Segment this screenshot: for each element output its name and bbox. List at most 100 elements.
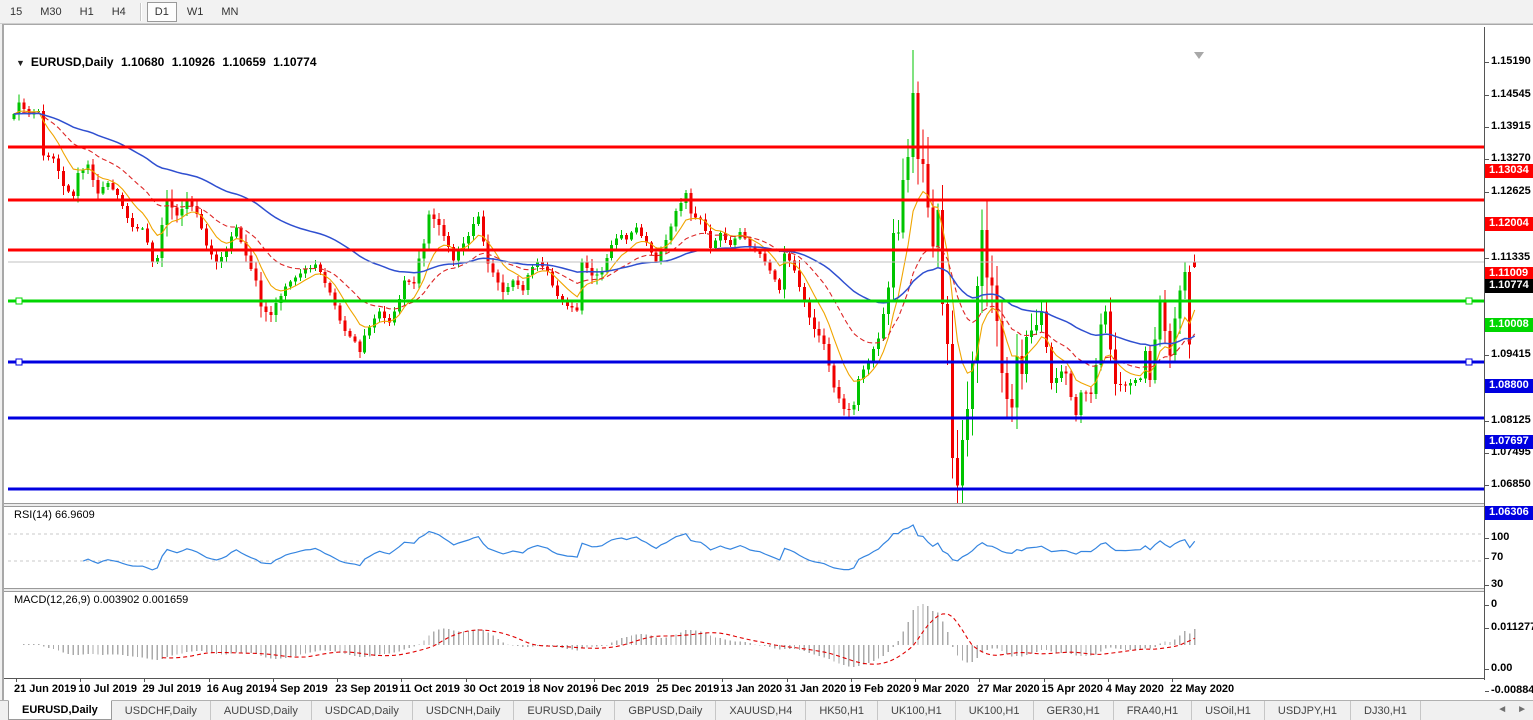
rsi-tick-label: 0 <box>1484 598 1498 610</box>
moving-averages-layer <box>13 110 1196 388</box>
tf-button-mn[interactable]: MN <box>221 5 239 18</box>
price-axis[interactable]: 1.15190 1.14545 1.13915 1.13270 1.12625 1.113… <box>1484 27 1533 696</box>
rsi-tick-label: 30 <box>1484 577 1504 590</box>
pane-splitter[interactable] <box>4 503 1533 507</box>
chart-shift-marker[interactable] <box>1193 52 1204 59</box>
price-tick-label: 1.14545 <box>1485 87 1531 100</box>
date-tick <box>272 679 274 682</box>
rsi-tick-label: 100 <box>1484 531 1510 543</box>
tab-scroll-left-icon[interactable]: ◄ <box>1497 704 1508 715</box>
tab-usdcnh-daily[interactable]: USDCNH,Daily <box>413 701 515 720</box>
rsi-pane-canvas[interactable] <box>8 507 1484 588</box>
tf-button-d1[interactable]: D1 <box>146 1 177 22</box>
date-label: 6 Dec 2019 <box>591 683 649 695</box>
date-tick <box>80 679 82 682</box>
price-tick-label: 1.08125 <box>1485 413 1531 426</box>
ohlc-close: 1.10774 <box>273 55 317 69</box>
date-label: 30 Oct 2019 <box>463 683 525 695</box>
price-level-label: 1.11009 <box>1485 267 1533 282</box>
date-label: 13 Jan 2020 <box>720 683 783 695</box>
symbol-dropdown-icon[interactable]: ▼ <box>16 58 25 68</box>
date-label: 29 Jul 2019 <box>142 683 202 695</box>
date-tick <box>593 679 595 682</box>
tab-gbpusd-daily[interactable]: GBPUSD,Daily <box>615 701 717 720</box>
horizontal-lines-layer <box>8 145 1484 491</box>
price-chart-canvas[interactable] <box>8 27 1484 504</box>
tf-button-15[interactable]: 15 <box>10 5 23 18</box>
tab-scroll-arrows: ◄ ► <box>1497 704 1527 715</box>
tab-scroll-right-icon[interactable]: ► <box>1517 704 1527 715</box>
date-tick <box>722 679 724 682</box>
tab-eurusd-daily[interactable]: EURUSD,Daily <box>8 700 112 720</box>
macd-tick-label: 0.00 <box>1484 662 1513 674</box>
date-tick <box>208 679 210 682</box>
rsi-line <box>82 524 1196 571</box>
tf-button-m30[interactable]: M30 <box>40 5 62 18</box>
date-label: 19 Feb 2020 <box>848 683 912 695</box>
tab-usdchf-daily[interactable]: USDCHF,Daily <box>112 701 211 720</box>
tab-usdcad-daily[interactable]: USDCAD,Daily <box>312 701 413 720</box>
price-level-label: 1.07697 <box>1485 435 1533 450</box>
timeframe-toolbar: 15 M30 H1 H4 D1 W1 MN <box>0 0 1533 24</box>
hline-handle[interactable] <box>1465 358 1473 366</box>
ohlc-open: 1.10680 <box>120 55 165 69</box>
macd-name: MACD(12,26,9) <box>14 594 91 606</box>
date-label: 10 Jul 2019 <box>78 683 137 695</box>
price-level-label: 1.13034 <box>1485 164 1533 179</box>
tab-audusd-daily[interactable]: AUDUSD,Daily <box>211 701 312 720</box>
price-tick-label: 1.13915 <box>1485 119 1531 132</box>
chart-window: ▼ EURUSD,Daily 1.10680 1.10926 1.10659 1.… <box>2 24 1533 701</box>
price-tick-label: 1.13270 <box>1485 152 1531 165</box>
chart-symbol-label: EURUSD,Daily <box>30 55 114 69</box>
tab-fra40-h1[interactable]: FRA40,H1 <box>1114 701 1193 720</box>
tab-dj30-h1[interactable]: DJ30,H1 <box>1351 701 1421 720</box>
date-label: 16 Aug 2019 <box>206 683 271 695</box>
date-label: 15 Apr 2020 <box>1041 683 1103 695</box>
pane-splitter[interactable] <box>4 588 1533 592</box>
tf-button-h4[interactable]: H4 <box>111 5 126 18</box>
macd-pane-canvas[interactable] <box>8 592 1484 678</box>
macd-tick-label: -0.008845 <box>1485 684 1533 696</box>
date-tick <box>1171 679 1173 682</box>
price-tick-label: 1.11335 <box>1484 250 1531 263</box>
tab-usoil-h1[interactable]: USOil,H1 <box>1192 701 1265 720</box>
date-tick <box>915 679 917 682</box>
date-label: 18 Nov 2019 <box>527 683 592 695</box>
hline-handle[interactable] <box>15 358 23 366</box>
tab-uk100-h1[interactable]: UK100,H1 <box>956 701 1034 720</box>
hline-handle[interactable] <box>1465 297 1473 305</box>
date-tick <box>786 679 788 682</box>
tf-button-h1[interactable]: H1 <box>79 5 94 18</box>
macd-value: 0.003902 0.001659 <box>93 594 189 606</box>
date-label: 22 May 2020 <box>1169 683 1235 695</box>
tab-ger30-h1[interactable]: GER30,H1 <box>1034 701 1114 720</box>
hline-handle[interactable] <box>15 297 23 305</box>
date-tick <box>1043 679 1045 682</box>
date-label: 9 Mar 2020 <box>913 683 970 695</box>
candles-layer <box>12 50 1197 504</box>
tf-button-w1[interactable]: W1 <box>186 5 204 18</box>
date-axis[interactable]: 21 Jun 2019 10 Jul 2019 29 Jul 2019 16 Aug … <box>4 678 1533 701</box>
price-level-label: 1.06306 <box>1485 505 1533 520</box>
tab-xauusd-h4[interactable]: XAUUSD,H4 <box>716 701 807 720</box>
price-tick-label: 1.15190 <box>1485 55 1531 67</box>
tab-uk100-h1[interactable]: UK100,H1 <box>878 701 956 720</box>
date-label: 11 Oct 2019 <box>399 683 460 695</box>
current-price-label: 1.10774 <box>1485 279 1533 294</box>
date-tick <box>979 679 981 682</box>
macd-histogram <box>23 604 1196 667</box>
tab-hk50-h1[interactable]: HK50,H1 <box>806 701 878 720</box>
toolbar-separator <box>139 2 141 21</box>
tab-eurusd-daily[interactable]: EURUSD,Daily <box>514 701 616 720</box>
chart-title: ▼ EURUSD,Daily 1.10680 1.10926 1.10659 1.… <box>16 55 321 69</box>
date-label: 23 Sep 2019 <box>335 683 399 695</box>
price-tick-label: 1.12625 <box>1485 185 1531 198</box>
chart-tabs-bar: EURUSD,Daily USDCHF,Daily AUDUSD,Daily USDC… <box>0 700 1533 720</box>
rsi-name: RSI(14) <box>14 509 52 521</box>
tab-usdjpy-h1[interactable]: USDJPY,H1 <box>1265 701 1352 720</box>
date-tick <box>337 679 339 682</box>
price-level-label: 1.12004 <box>1485 216 1533 231</box>
rsi-label: RSI(14) 66.9609 <box>14 509 95 521</box>
rsi-value: 66.9609 <box>54 509 95 521</box>
